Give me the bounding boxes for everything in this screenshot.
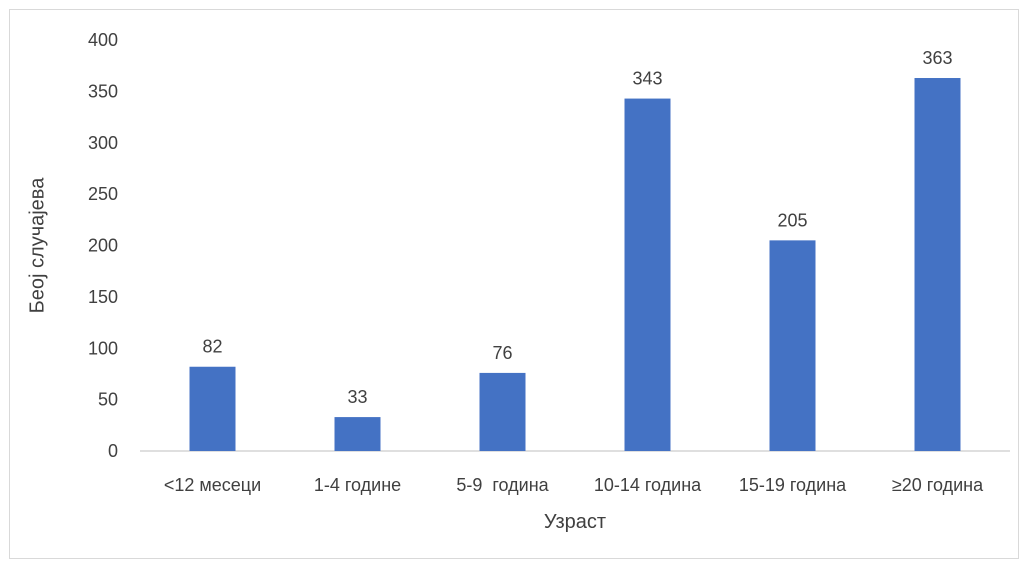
y-tick-label: 200 bbox=[88, 236, 118, 256]
bar bbox=[914, 78, 961, 451]
x-axis-ticks: <12 месеци 1-4 године 5-9 година 10-14 годи… bbox=[164, 475, 984, 495]
data-label: 363 bbox=[922, 48, 952, 68]
y-tick-label: 150 bbox=[88, 287, 118, 307]
data-label: 205 bbox=[777, 210, 807, 230]
x-tick-label: <12 месеци bbox=[164, 475, 261, 495]
bar bbox=[189, 366, 236, 451]
bars bbox=[189, 78, 961, 451]
x-axis-title: Узраст bbox=[544, 511, 606, 533]
data-label: 343 bbox=[632, 69, 662, 89]
chart-frame bbox=[9, 9, 1019, 559]
x-tick-label: 1-4 године bbox=[314, 475, 401, 495]
bar bbox=[769, 240, 816, 451]
y-axis-ticks: 0 50 100 150 200 250 300 350 400 bbox=[88, 30, 118, 461]
bar bbox=[334, 417, 381, 451]
x-tick-label: 10-14 година bbox=[594, 475, 702, 495]
y-tick-label: 350 bbox=[88, 81, 118, 101]
y-tick-label: 0 bbox=[108, 441, 118, 461]
data-labels: 82 33 76 343 205 363 bbox=[202, 48, 952, 407]
y-tick-label: 50 bbox=[98, 390, 118, 410]
data-label: 82 bbox=[202, 337, 222, 357]
data-label: 33 bbox=[347, 387, 367, 407]
x-tick-label: 5-9 година bbox=[456, 475, 549, 495]
bar bbox=[479, 372, 526, 451]
x-tick-label: 15-19 година bbox=[739, 475, 847, 495]
y-tick-label: 400 bbox=[88, 30, 118, 50]
y-tick-label: 250 bbox=[88, 184, 118, 204]
y-axis-title: Беој случајева bbox=[26, 177, 48, 314]
y-tick-label: 100 bbox=[88, 338, 118, 358]
y-tick-label: 300 bbox=[88, 133, 118, 153]
bar bbox=[624, 98, 671, 451]
data-label: 76 bbox=[492, 343, 512, 363]
x-tick-label: ≥20 година bbox=[892, 475, 984, 495]
